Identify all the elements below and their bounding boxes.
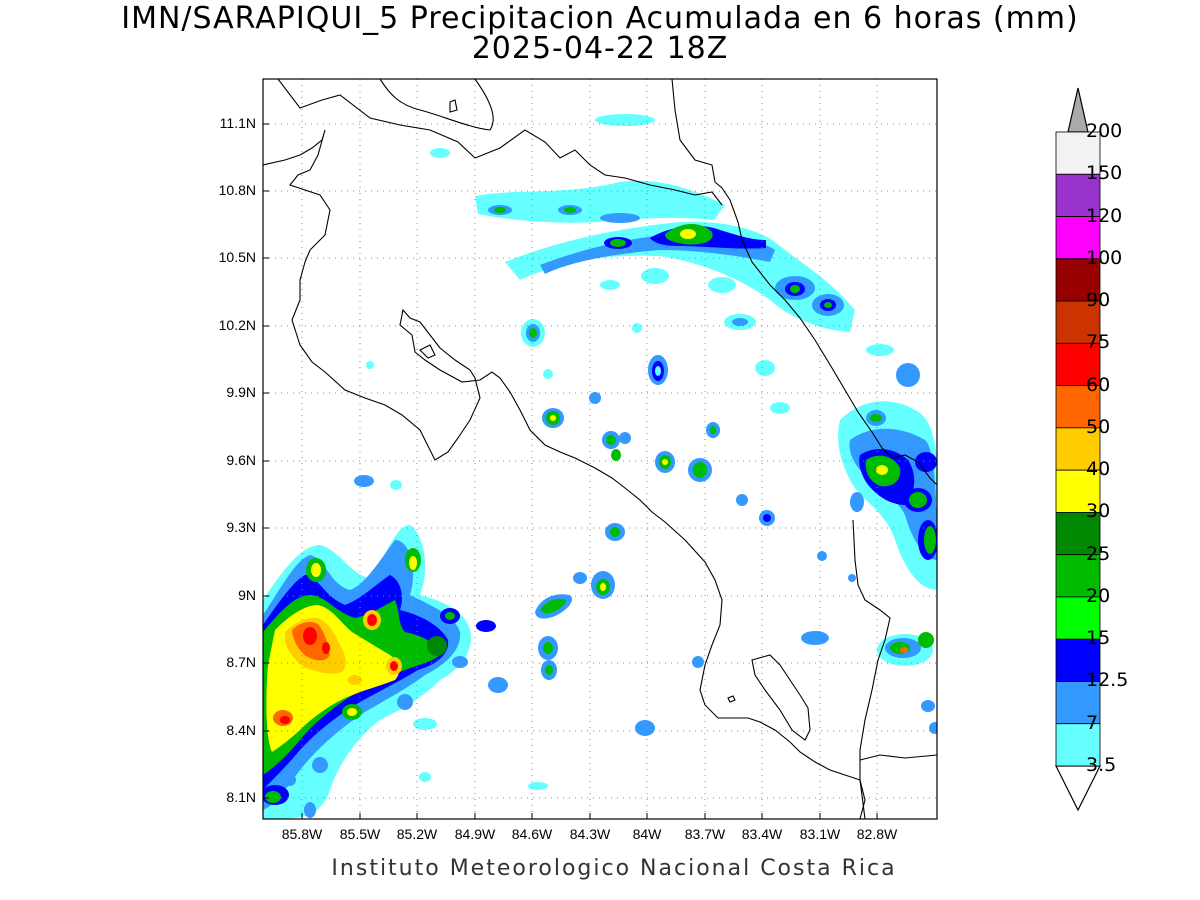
colorbar-level-label: 50: [1086, 415, 1111, 438]
axis-ticks: [263, 123, 878, 819]
lon-tick-label: 83.1W: [799, 826, 841, 842]
nicaragua-border-line: [277, 79, 723, 206]
coast-point-a: [727, 695, 736, 703]
lat-tick-label: 10.2N: [218, 317, 256, 333]
caribbean-coast-line: [671, 79, 937, 486]
colorbar-segment: [1055, 512, 1101, 556]
lon-tick-label: 83.7W: [684, 826, 726, 842]
lat-lon-grid: [263, 79, 937, 819]
colorbar-level-label: 20: [1086, 584, 1111, 607]
lat-tick-label: 9.3N: [226, 519, 256, 535]
lon-tick-label: 85.8W: [281, 826, 323, 842]
colorbar-level-label: 150: [1086, 162, 1123, 185]
lon-tick-label: 82.8W: [856, 826, 898, 842]
lat-tick-label: 8.1N: [226, 789, 256, 805]
osa-peninsula-line: [751, 654, 811, 741]
colorbar-level-label: 7: [1086, 711, 1099, 734]
colorbar-level-label: 75: [1086, 331, 1111, 354]
lat-tick-label: 10.8N: [218, 182, 256, 198]
lon-tick-label: 84.6W: [511, 826, 553, 842]
panama-border-line: [852, 519, 891, 819]
map-frame-border: [262, 78, 938, 820]
lon-tick-label: 85.2W: [396, 826, 438, 842]
pacific-coast-line: [263, 129, 866, 819]
gulf-coast-line: [859, 754, 937, 761]
lon-tick-label: 85.5W: [339, 826, 381, 842]
colorbar-segment: [1055, 385, 1101, 429]
map-subtitle: 2025-04-22 18Z: [471, 31, 729, 66]
colorbar-level-label: 25: [1086, 542, 1111, 565]
nicoya-island-shape: [419, 344, 436, 359]
colorbar-level-label: 3.5: [1086, 754, 1117, 776]
colorbar-segment: [1055, 596, 1101, 640]
colorbar: [1055, 87, 1101, 812]
colorbar-segment: [1055, 427, 1101, 471]
colorbar-segment: [1055, 216, 1101, 260]
colorbar-segment: [1055, 723, 1101, 767]
colorbar-level-label: 15: [1086, 627, 1111, 650]
colorbar-level-label: 100: [1086, 246, 1123, 269]
lon-tick-label: 83.4W: [741, 826, 783, 842]
map-title: IMN/SARAPIQUI_5 Precipitacion Acumulada …: [121, 1, 1079, 36]
lon-tick-label: 84.3W: [569, 826, 611, 842]
colorbar-segment: [1055, 173, 1101, 217]
colorbar-segment: [1055, 258, 1101, 302]
lat-tick-label: 11.1N: [219, 115, 256, 131]
credit-text: Instituto Meteorologico Nacional Costa R…: [331, 856, 897, 881]
colorbar-segment: [1055, 300, 1101, 344]
precip-band-north: [430, 114, 855, 332]
precip-cells-interior: [354, 319, 894, 790]
lat-tick-label: 8.4N: [226, 722, 256, 738]
precip-cluster-east: [838, 363, 937, 734]
colorbar-level-label: 40: [1086, 458, 1111, 481]
lat-tick-label: 9N: [238, 587, 256, 603]
colorbar-level-label: 90: [1086, 289, 1111, 312]
colorbar-level-label: 120: [1086, 204, 1123, 227]
lat-tick-label: 9.9N: [226, 384, 256, 400]
colorbar-level-label: 30: [1086, 500, 1111, 523]
lake-nicaragua-shore: [379, 79, 494, 131]
colorbar-level-label: 60: [1086, 373, 1111, 396]
colorbar-over-triangle: [1067, 87, 1089, 133]
lat-tick-label: 10.5N: [218, 249, 256, 265]
coastlines: [263, 79, 937, 819]
colorbar-level-label: 200: [1086, 120, 1123, 142]
lat-tick-label: 9.6N: [226, 452, 256, 468]
lon-tick-label: 84.9W: [454, 826, 496, 842]
colorbar-level-label: 12.5: [1086, 669, 1129, 692]
colorbar-segment: [1055, 681, 1101, 725]
lake-island-shape: [449, 99, 458, 113]
colorbar-segment: [1055, 638, 1101, 682]
lon-tick-label: 84W: [632, 826, 662, 842]
lat-tick-label: 8.7N: [226, 654, 256, 670]
